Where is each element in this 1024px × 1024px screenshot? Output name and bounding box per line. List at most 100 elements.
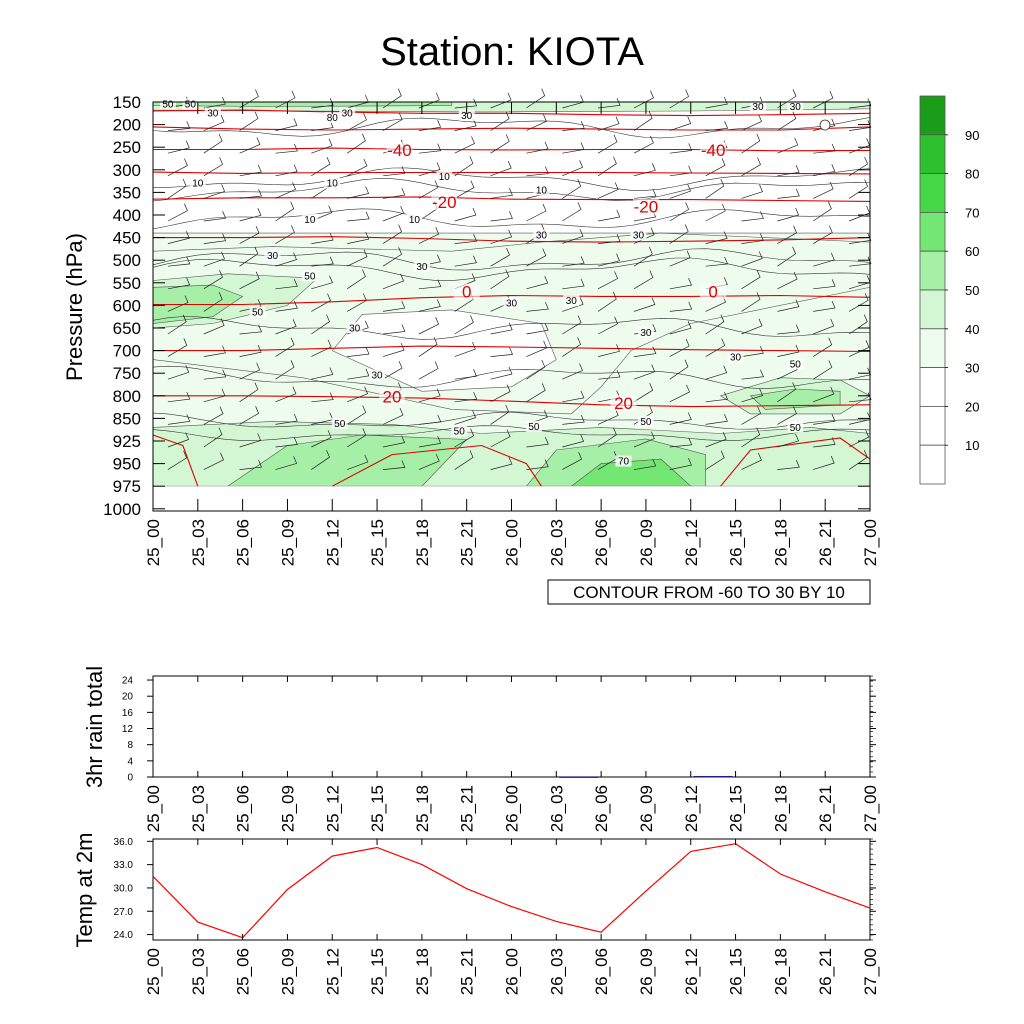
contour-label-bg [182,98,199,110]
time-tick-label: 25_21 [458,519,477,566]
wind-barb [239,111,259,131]
time-tick-label: 25_09 [278,785,297,832]
time-tick-label: 26_15 [727,519,746,566]
wind-barb [167,256,191,267]
time-tick-label: 26_18 [771,948,790,995]
humidity-contour-label: 30 [207,109,219,120]
wind-barb [526,88,546,109]
wind-barb [347,249,368,267]
contour-label-bg [615,455,632,467]
time-tick-label: 25_15 [368,519,387,566]
wind-barb [633,135,654,154]
wind-barb [669,277,692,290]
wind-barb [526,323,549,335]
wind-barb [418,143,442,154]
humidity-contour-label: 30 [506,298,518,309]
humidity-contour-label: 30 [633,231,645,242]
wind-barb [311,205,333,222]
wind-barb [741,233,764,244]
humidity-contour-label: 30 [730,353,742,364]
time-tick-label: 25_12 [323,785,342,832]
time-tick-label: 25_06 [234,785,253,832]
wind-barb [777,246,797,267]
pressure-tick-label: 500 [113,251,141,270]
wind-barb [454,156,474,177]
wind-barb [705,178,725,199]
contour-label-bg [413,261,430,273]
wind-barb [239,433,262,448]
wind-barb [633,364,656,380]
colorbar-label: 30 [965,361,979,376]
wind-barb [382,300,406,312]
time-tick-label: 25_06 [234,948,253,995]
humidity-contour [152,257,871,281]
humidity-contour-label: 30 [349,323,361,334]
pressure-tick-label: 200 [113,116,141,135]
wind-barb [562,363,583,380]
time-tick-label: 26_03 [547,948,566,995]
pressure-axis-label: Pressure (hPa) [62,233,87,381]
isotherm-line [153,345,871,353]
temperature-contour-label: -40 [701,141,726,160]
humidity-contour-label: 50 [528,422,540,433]
wind-barb [705,365,728,380]
wind-barb [669,412,692,425]
wind-barb [562,142,585,154]
wind-barb [562,229,584,244]
time-tick-label: 25_00 [144,519,163,566]
wind-barb [275,143,298,154]
humidity-contour-label: 10 [439,172,451,183]
time-tick-label: 25_15 [368,948,387,995]
wind-barb [813,300,836,312]
time-tick-label: 25_21 [458,948,477,995]
humidity-contour [152,425,871,441]
wind-barb [562,337,582,357]
humidity-contour-label: 10 [327,179,339,190]
temp-x-axis: 25_00 25_03 25_06 25_09 25_12 25_15 25_18 25_21… [144,839,880,995]
temperature-isotherms [152,109,871,487]
wind-barb [633,188,657,199]
colorbar-box [919,173,946,213]
wind-barb [633,346,657,357]
time-tick-label: 26_18 [771,785,790,832]
wind-barb [275,360,295,380]
temp-label-bg [700,283,727,300]
contour-label-bg [264,249,281,261]
wind-barb [741,406,762,425]
temp-label-bg [453,283,480,300]
value-tick-label: 16 [122,708,134,719]
wind-barb [490,456,513,470]
contour-label-bg [324,112,341,124]
pressure-tick-label: 700 [113,342,141,361]
wind-barb [705,231,728,244]
wind-barb [239,271,260,290]
wind-barb [562,451,583,470]
contour-label-bg [637,326,654,338]
wind-barb [562,297,584,312]
wind-barb [633,246,653,267]
time-tick-label: 26_21 [816,948,835,995]
wind-barb [167,277,191,290]
temp-label-bg [386,141,413,158]
wind-barb [418,120,442,131]
wind-barb [777,406,797,425]
colorbar-label: 40 [965,322,979,337]
wind-barb [597,116,620,131]
wind-barb [669,143,693,154]
pressure-tick-label: 250 [113,138,141,157]
wind-barb [167,140,190,154]
colorbar-label: 80 [965,167,979,182]
wind-barb [311,314,330,335]
wind-barb [239,345,262,357]
wind-barb [347,158,368,177]
wind-barb [813,437,836,448]
wind-barb [526,203,547,222]
wind-barb [813,252,835,267]
wind-barb [347,293,367,312]
wind-barb [777,299,800,312]
pressure-tick-label: 750 [113,364,141,383]
time-tick-label: 26_15 [727,948,746,995]
time-tick-label: 26_03 [547,785,566,832]
pressure-tick-label: 975 [113,477,141,496]
